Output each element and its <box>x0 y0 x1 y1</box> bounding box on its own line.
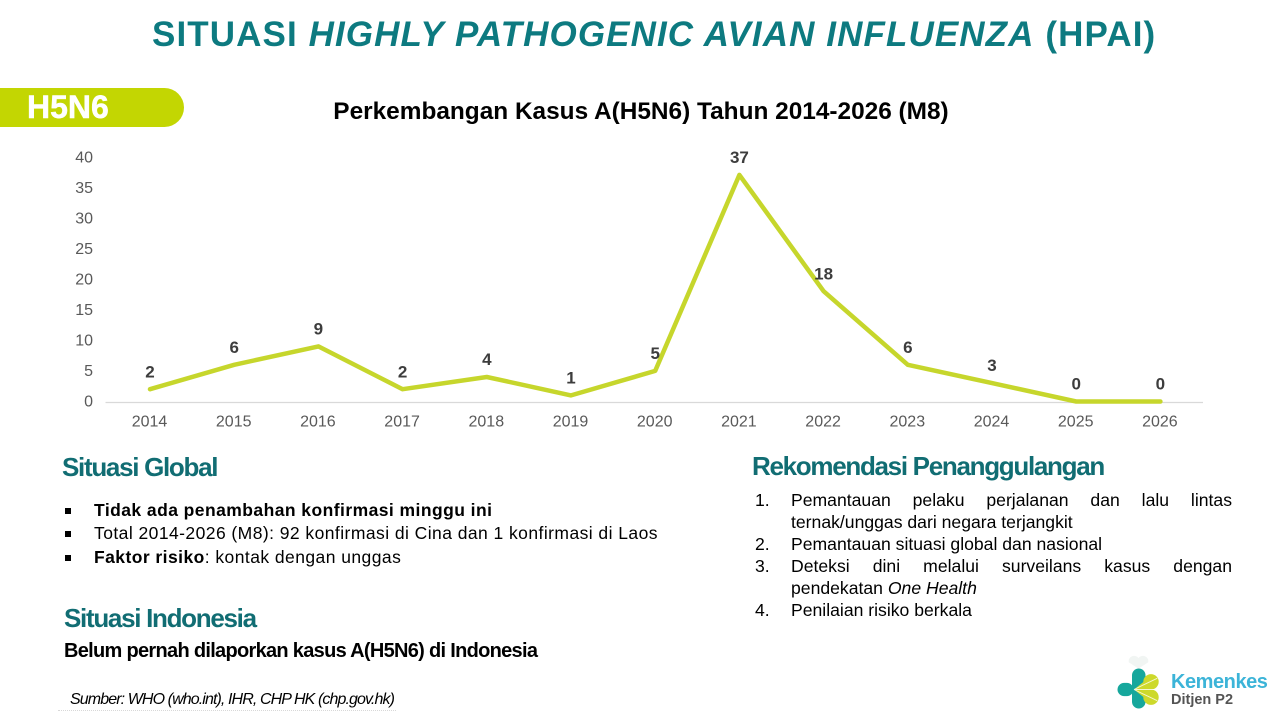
svg-text:25: 25 <box>75 241 93 258</box>
svg-text:40: 40 <box>75 149 93 166</box>
svg-text:10: 10 <box>75 332 93 349</box>
svg-text:2016: 2016 <box>300 414 336 431</box>
svg-text:2: 2 <box>398 362 407 381</box>
svg-text:3: 3 <box>987 356 996 375</box>
svg-text:2020: 2020 <box>637 414 673 431</box>
svg-text:2019: 2019 <box>553 414 589 431</box>
svg-text:2022: 2022 <box>805 414 841 431</box>
svg-text:2023: 2023 <box>890 414 926 431</box>
svg-text:2: 2 <box>145 362 154 381</box>
svg-text:18: 18 <box>814 264 833 283</box>
svg-text:2026: 2026 <box>1142 414 1178 431</box>
svg-text:2024: 2024 <box>974 414 1010 431</box>
svg-text:0: 0 <box>84 393 93 410</box>
svg-text:9: 9 <box>314 320 323 339</box>
svg-text:1: 1 <box>566 369 575 388</box>
svg-text:2021: 2021 <box>721 414 757 431</box>
svg-text:Perkembangan Kasus A(H5N6) Tah: Perkembangan Kasus A(H5N6) Tahun 2014-20… <box>333 98 948 125</box>
svg-text:37: 37 <box>730 148 749 167</box>
svg-text:2018: 2018 <box>469 414 505 431</box>
svg-text:2017: 2017 <box>384 414 420 431</box>
svg-text:0: 0 <box>1071 375 1080 394</box>
svg-text:6: 6 <box>903 338 912 357</box>
svg-text:2014: 2014 <box>132 414 168 431</box>
svg-text:15: 15 <box>75 302 93 319</box>
svg-text:6: 6 <box>229 338 238 357</box>
svg-text:20: 20 <box>75 271 93 288</box>
svg-text:30: 30 <box>75 210 93 227</box>
svg-text:2025: 2025 <box>1058 414 1094 431</box>
svg-text:35: 35 <box>75 180 93 197</box>
svg-text:5: 5 <box>650 344 659 363</box>
svg-text:5: 5 <box>84 363 93 380</box>
svg-text:4: 4 <box>482 350 492 369</box>
svg-text:2015: 2015 <box>216 414 252 431</box>
svg-text:0: 0 <box>1156 375 1165 394</box>
